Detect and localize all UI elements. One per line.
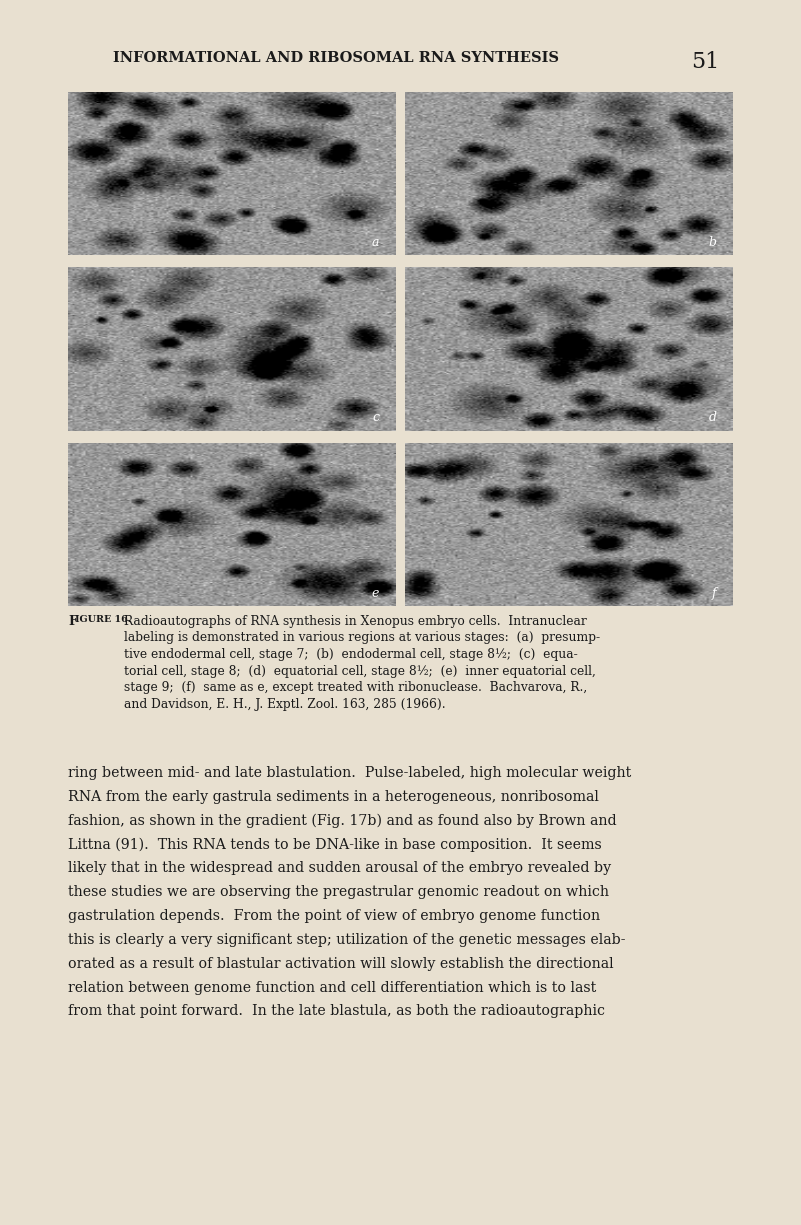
Text: IGURE 16.: IGURE 16. — [75, 615, 131, 624]
Text: a: a — [372, 235, 380, 249]
Text: e: e — [372, 587, 380, 600]
Text: gastrulation depends.  From the point of view of embryo genome function: gastrulation depends. From the point of … — [68, 909, 600, 922]
Text: ring between mid- and late blastulation.  Pulse-labeled, high molecular weight: ring between mid- and late blastulation.… — [68, 766, 631, 779]
Text: orated as a result of blastular activation will slowly establish the directional: orated as a result of blastular activati… — [68, 957, 614, 970]
Text: d: d — [709, 412, 717, 424]
Text: Littna (91).  This RNA tends to be DNA-like in base composition.  It seems: Littna (91). This RNA tends to be DNA-li… — [68, 838, 602, 851]
Text: labeling is demonstrated in various regions at various stages:  (a)  presump-: labeling is demonstrated in various regi… — [124, 632, 600, 644]
Text: tive endodermal cell, stage 7;  (b)  endodermal cell, stage 8½;  (c)  equa-: tive endodermal cell, stage 7; (b) endod… — [124, 648, 578, 662]
Text: fashion, as shown in the gradient (Fig. 17b) and as found also by Brown and: fashion, as shown in the gradient (Fig. … — [68, 813, 617, 828]
Text: F: F — [68, 615, 77, 628]
Text: these studies we are observing the pregastrular genomic readout on which: these studies we are observing the prega… — [68, 884, 609, 899]
Text: this is clearly a very significant step; utilization of the genetic messages ela: this is clearly a very significant step;… — [68, 933, 626, 947]
Text: Radioautographs of RNA synthesis in Xenopus embryo cells.  Intranuclear: Radioautographs of RNA synthesis in Xeno… — [124, 615, 587, 628]
Text: stage 9;  (f)  same as e, except treated with ribonuclease.  Bachvarova, R.,: stage 9; (f) same as e, except treated w… — [124, 681, 587, 695]
Text: c: c — [372, 412, 380, 424]
Text: RNA from the early gastrula sediments in a heterogeneous, nonribosomal: RNA from the early gastrula sediments in… — [68, 790, 599, 804]
Text: 51: 51 — [690, 51, 719, 74]
Text: f: f — [712, 587, 717, 600]
Text: from that point forward.  In the late blastula, as both the radioautographic: from that point forward. In the late bla… — [68, 1004, 605, 1018]
Text: and Davidson, E. H., J. Exptl. Zool. 163, 285 (1966).: and Davidson, E. H., J. Exptl. Zool. 163… — [124, 698, 446, 710]
Text: b: b — [709, 235, 717, 249]
Text: INFORMATIONAL AND RIBOSOMAL RNA SYNTHESIS: INFORMATIONAL AND RIBOSOMAL RNA SYNTHESI… — [114, 51, 559, 65]
Text: torial cell, stage 8;  (d)  equatorial cell, stage 8½;  (e)  inner equatorial ce: torial cell, stage 8; (d) equatorial cel… — [124, 664, 596, 677]
Text: likely that in the widespread and sudden arousal of the embryo revealed by: likely that in the widespread and sudden… — [68, 861, 611, 875]
Text: relation between genome function and cell differentiation which is to last: relation between genome function and cel… — [68, 980, 596, 995]
